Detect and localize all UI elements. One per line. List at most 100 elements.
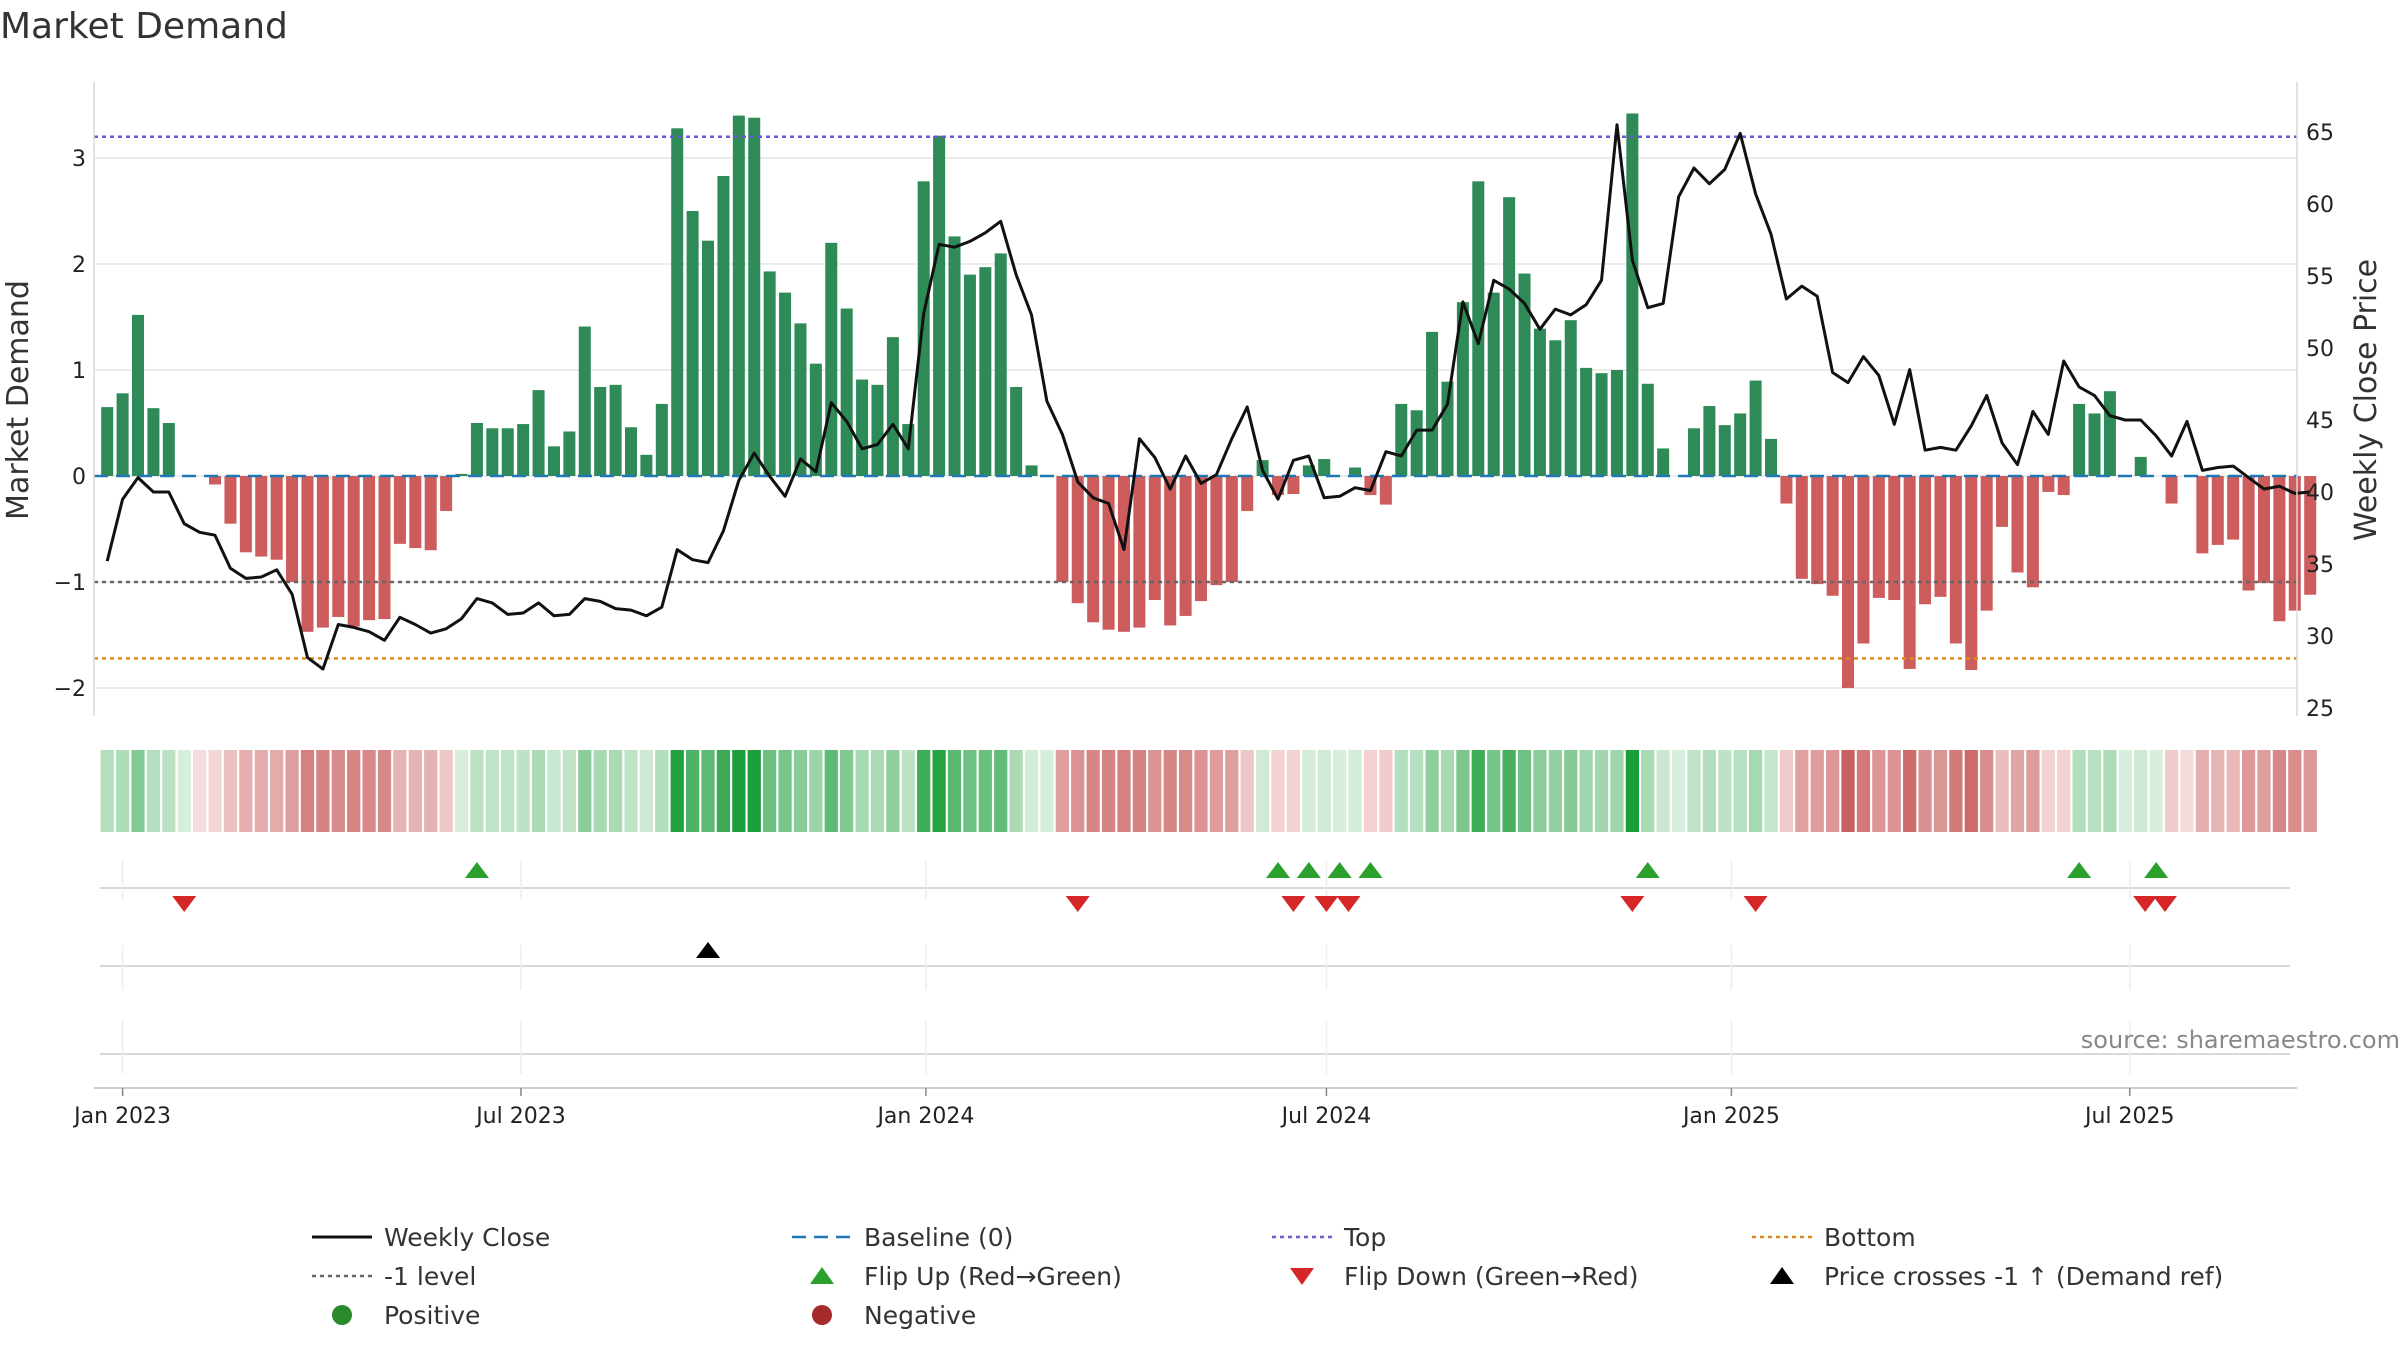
heat-cell <box>947 750 962 832</box>
heat-cell <box>1040 750 1054 832</box>
heat-cell <box>1209 750 1224 832</box>
flip-up-marker <box>1266 862 1291 878</box>
heat-cell <box>223 750 238 832</box>
heat-cell <box>1980 750 1994 832</box>
heat-cell <box>1317 750 1331 832</box>
demand-bar <box>1811 476 1824 585</box>
x-tick-label: Jan 2024 <box>875 1104 974 1129</box>
demand-bar <box>2103 391 2116 476</box>
heat-cell <box>1379 750 1393 832</box>
heat-cell <box>1502 750 1516 832</box>
demand-bar <box>1996 476 2009 527</box>
heat-cell <box>285 750 299 832</box>
heat-cell <box>531 750 546 832</box>
demand-bar <box>794 323 807 476</box>
heat-cell <box>393 750 407 832</box>
demand-bar <box>624 427 638 476</box>
demand-bar <box>409 476 422 549</box>
legend-label: Weekly Close <box>384 1223 550 1252</box>
demand-bar <box>1980 476 1993 611</box>
demand-bar <box>1749 380 1762 476</box>
demand-bar <box>1564 320 1577 476</box>
heat-cell <box>2272 750 2287 832</box>
demand-bar <box>2057 476 2070 496</box>
demand-bar <box>440 476 453 511</box>
left-tick-label: 0 <box>72 465 86 490</box>
demand-bar <box>702 240 715 476</box>
heat-cell <box>1471 750 1485 832</box>
flip-up-marker <box>1635 862 1660 878</box>
flip-up-marker <box>2144 862 2169 878</box>
heat-cell <box>1333 750 1347 832</box>
heat-cell <box>793 750 808 832</box>
heat-cell <box>254 750 268 832</box>
demand-bar <box>1225 476 1238 582</box>
heat-cell <box>855 750 869 832</box>
heat-cell <box>670 750 684 832</box>
demand-bar <box>1410 410 1423 476</box>
legend-symbol-price-cross <box>1770 1267 1794 1284</box>
demand-bar <box>732 115 745 476</box>
left-tick-label: 2 <box>72 253 86 278</box>
demand-bar <box>1210 476 1223 586</box>
heat-cell <box>2026 750 2040 832</box>
left-axis-label: Market Demand <box>1 280 36 520</box>
demand-bar <box>1318 459 1331 476</box>
heat-cell <box>516 750 530 832</box>
demand-bar <box>486 428 499 476</box>
demand-bar <box>1395 403 1408 476</box>
demand-bar <box>917 181 930 476</box>
demand-bar <box>671 128 684 476</box>
demand-bar <box>239 476 252 553</box>
right-tick-label: 30 <box>2306 625 2334 650</box>
demand-bar <box>2073 403 2086 476</box>
right-tick-label: 40 <box>2306 481 2334 506</box>
heat-cell <box>1687 750 1701 832</box>
demand-bar <box>1934 476 1947 597</box>
demand-bar <box>1010 386 1023 476</box>
legend-symbol-positive <box>332 1305 352 1325</box>
heat-cell <box>115 750 130 832</box>
demand-bar <box>1302 465 1315 476</box>
demand-bar <box>347 476 360 627</box>
demand-bar <box>1164 476 1177 626</box>
demand-bar <box>1056 476 1069 582</box>
demand-bar <box>393 476 406 544</box>
demand-bar <box>578 326 591 476</box>
demand-bar <box>378 476 391 620</box>
demand-bar <box>1641 383 1654 476</box>
heat-cell <box>1579 750 1593 832</box>
heat-cell <box>1872 750 1886 832</box>
heat-cell <box>1779 750 1794 832</box>
demand-bar <box>2257 476 2270 584</box>
x-tick-label: Jan 2025 <box>1681 1104 1780 1129</box>
demand-bar <box>1919 476 1932 605</box>
demand-bar <box>1580 367 1593 476</box>
demand-bar <box>2011 476 2024 573</box>
demand-bar <box>116 393 129 476</box>
heat-cell <box>2226 750 2240 832</box>
flip-up-marker <box>1296 862 1321 878</box>
demand-bar <box>2026 476 2039 588</box>
x-tick-label: Jan 2023 <box>72 1104 171 1129</box>
demand-bar <box>209 476 222 485</box>
heat-cell <box>2195 750 2209 832</box>
demand-bar <box>162 423 175 476</box>
heat-cell <box>1194 750 1208 832</box>
heat-cell <box>501 750 515 832</box>
heat-cell <box>1009 750 1023 832</box>
heat-cell <box>1656 750 1670 832</box>
flip-up-marker <box>464 862 489 878</box>
heat-cell <box>424 750 438 832</box>
heat-cell <box>1826 750 1840 832</box>
legend-label: Price crosses -1 ↑ (Demand ref) <box>1824 1262 2223 1291</box>
heat-cell <box>963 750 977 832</box>
flip-down-marker <box>172 896 197 912</box>
right-tick-label: 45 <box>2306 409 2334 434</box>
heat-cell <box>716 750 731 832</box>
flip-down-marker <box>1336 896 1361 912</box>
demand-bar <box>2088 413 2101 476</box>
heat-cell <box>1117 750 1131 832</box>
heat-cell <box>763 750 777 832</box>
